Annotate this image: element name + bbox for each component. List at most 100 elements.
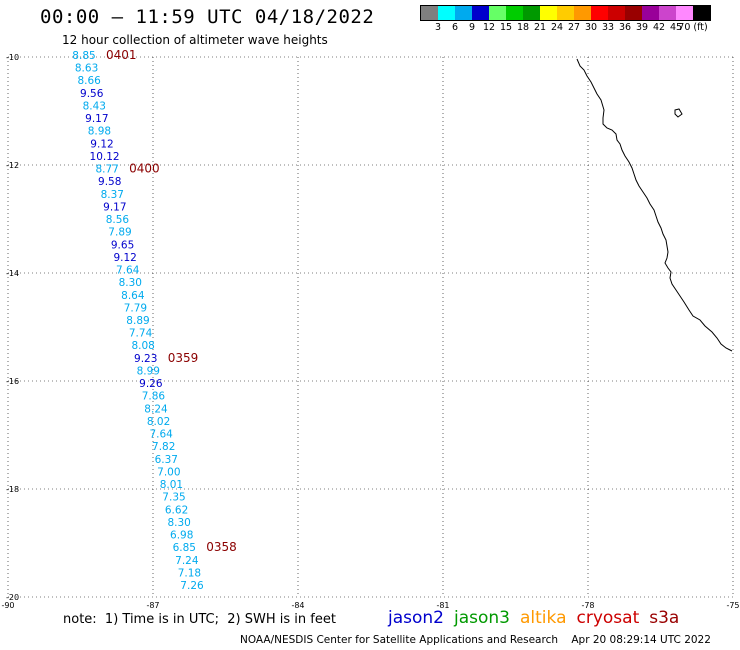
wave-height-value: 7.24 bbox=[175, 555, 199, 567]
note-text: note: 1) Time is in UTC; 2) SWH is in fe… bbox=[63, 612, 336, 627]
latitude-label: -14 bbox=[6, 269, 19, 278]
legend-label: 18 bbox=[516, 22, 530, 33]
legend-swatch bbox=[472, 6, 489, 20]
wave-height-value: 7.64 bbox=[116, 265, 140, 277]
wave-height-value: 8.30 bbox=[167, 517, 190, 529]
wave-height-value: 8.98 bbox=[88, 126, 111, 138]
wave-height-value: 9.58 bbox=[98, 176, 121, 188]
legend-swatch bbox=[489, 6, 506, 20]
wave-height-value: 9.56 bbox=[80, 88, 104, 100]
wave-height-value: 7.64 bbox=[149, 429, 173, 441]
wave-height-value: 6.98 bbox=[170, 530, 193, 542]
wave-height-value: 8.63 bbox=[75, 63, 98, 75]
legend-swatch bbox=[591, 6, 608, 20]
wave-height-value: 8.01 bbox=[160, 479, 183, 491]
legend-label: 42 bbox=[652, 22, 666, 33]
wave-height-value: 7.89 bbox=[108, 227, 131, 239]
wave-height-value: 8.24 bbox=[144, 403, 168, 415]
coastline bbox=[576, 58, 733, 352]
wave-height-value: 7.79 bbox=[124, 302, 147, 314]
map-grid bbox=[7, 56, 734, 598]
satellite-key: jason2 jason3 altika cryosat s3a bbox=[388, 608, 689, 628]
wave-height-value: 8.99 bbox=[137, 365, 160, 377]
altimeter-track: 8.858.638.669.568.439.178.989.1210.128.7… bbox=[72, 48, 237, 592]
legend-swatch bbox=[676, 6, 693, 20]
latitude-label: -16 bbox=[6, 377, 19, 386]
wave-height-value: 7.35 bbox=[162, 492, 185, 504]
wave-height-value: 8.64 bbox=[121, 290, 145, 302]
satellite-name: altika bbox=[520, 608, 567, 628]
legend-label: 39 bbox=[635, 22, 649, 33]
wave-height-legend: 3 6 9 12 15 18 21 24 27 30 33 36 39 42 45 70 (ft) bbox=[420, 5, 711, 35]
legend-labels: 3 6 9 12 15 18 21 24 27 30 33 36 39 42 45 70 (ft) bbox=[420, 21, 711, 35]
legend-label: 6 bbox=[451, 22, 459, 33]
legend-swatch bbox=[642, 6, 659, 20]
legend-label: 9 bbox=[468, 22, 476, 33]
wave-height-value: 8.37 bbox=[101, 189, 124, 201]
legend-swatch bbox=[438, 6, 455, 20]
legend-label: 15 bbox=[499, 22, 513, 33]
wave-height-value: 8.66 bbox=[77, 75, 101, 87]
legend-swatch bbox=[693, 6, 710, 20]
wave-height-value: 7.18 bbox=[178, 567, 201, 579]
wave-height-value: 7.74 bbox=[129, 328, 153, 340]
wave-height-value: 10.12 bbox=[90, 151, 120, 163]
credit-line: NOAA/NESDIS Center for Satellite Applica… bbox=[240, 634, 711, 646]
legend-swatch bbox=[421, 6, 438, 20]
satellite-name: jason3 bbox=[454, 608, 510, 628]
satellite-name: cryosat bbox=[576, 608, 640, 628]
legend-swatch bbox=[659, 6, 676, 20]
legend-swatch bbox=[608, 6, 625, 20]
time-label: 0400 bbox=[129, 162, 160, 176]
time-label: 0401 bbox=[106, 48, 137, 62]
wave-height-value: 9.17 bbox=[85, 113, 108, 125]
longitude-label: -81 bbox=[436, 601, 449, 610]
wave-height-value: 8.56 bbox=[106, 214, 130, 226]
longitude-label: -90 bbox=[1, 601, 14, 610]
legend-swatch bbox=[506, 6, 523, 20]
satellite-name: jason2 bbox=[388, 608, 444, 628]
wave-height-value: 7.00 bbox=[157, 466, 180, 478]
map-title: 00:00 — 11:59 UTC 04/18/2022 bbox=[40, 6, 375, 28]
legend-label: 45 bbox=[669, 22, 683, 33]
legend-label: 33 bbox=[601, 22, 615, 33]
wave-height-value: 9.12 bbox=[90, 138, 113, 150]
longitude-label: -84 bbox=[291, 601, 304, 610]
legend-label: 21 bbox=[533, 22, 547, 33]
wave-height-value: 8.89 bbox=[126, 315, 149, 327]
island bbox=[674, 108, 683, 118]
time-label: 0359 bbox=[168, 351, 199, 365]
longitude-label: -87 bbox=[146, 601, 159, 610]
legend-label: 70 (ft) bbox=[678, 22, 708, 33]
legend-swatch bbox=[455, 6, 472, 20]
wave-height-value: 6.37 bbox=[155, 454, 178, 466]
legend-label: 12 bbox=[482, 22, 496, 33]
legend-label: 36 bbox=[618, 22, 632, 33]
latitude-label: -20 bbox=[6, 593, 19, 602]
wave-height-value: 9.17 bbox=[103, 201, 126, 213]
latitude-label: -18 bbox=[6, 485, 19, 494]
wave-height-value: 7.86 bbox=[142, 391, 166, 403]
legend-label: 24 bbox=[550, 22, 564, 33]
legend-label: 27 bbox=[567, 22, 581, 33]
legend-color-scale bbox=[420, 5, 711, 21]
wave-height-value: 7.26 bbox=[180, 580, 204, 592]
legend-swatch bbox=[523, 6, 540, 20]
legend-swatch bbox=[557, 6, 574, 20]
longitude-label: -75 bbox=[726, 601, 739, 610]
wave-height-value: 9.12 bbox=[113, 252, 136, 264]
map-subtitle: 12 hour collection of altimeter wave hei… bbox=[62, 33, 328, 47]
wave-height-value: 8.30 bbox=[119, 277, 142, 289]
legend-label: 30 bbox=[584, 22, 598, 33]
wave-height-value: 8.43 bbox=[83, 100, 106, 112]
longitude-labels: -90 -87 -84 -81 -78 -75 bbox=[1, 601, 739, 610]
latitude-label: -12 bbox=[6, 161, 19, 170]
legend-label: 3 bbox=[434, 22, 442, 33]
wave-height-value: 9.65 bbox=[111, 239, 134, 251]
wave-height-value: 8.77 bbox=[95, 164, 118, 176]
legend-swatch bbox=[540, 6, 557, 20]
time-label: 0358 bbox=[206, 540, 237, 554]
wave-height-value: 9.23 bbox=[134, 353, 157, 365]
wave-height-value: 8.02 bbox=[147, 416, 170, 428]
